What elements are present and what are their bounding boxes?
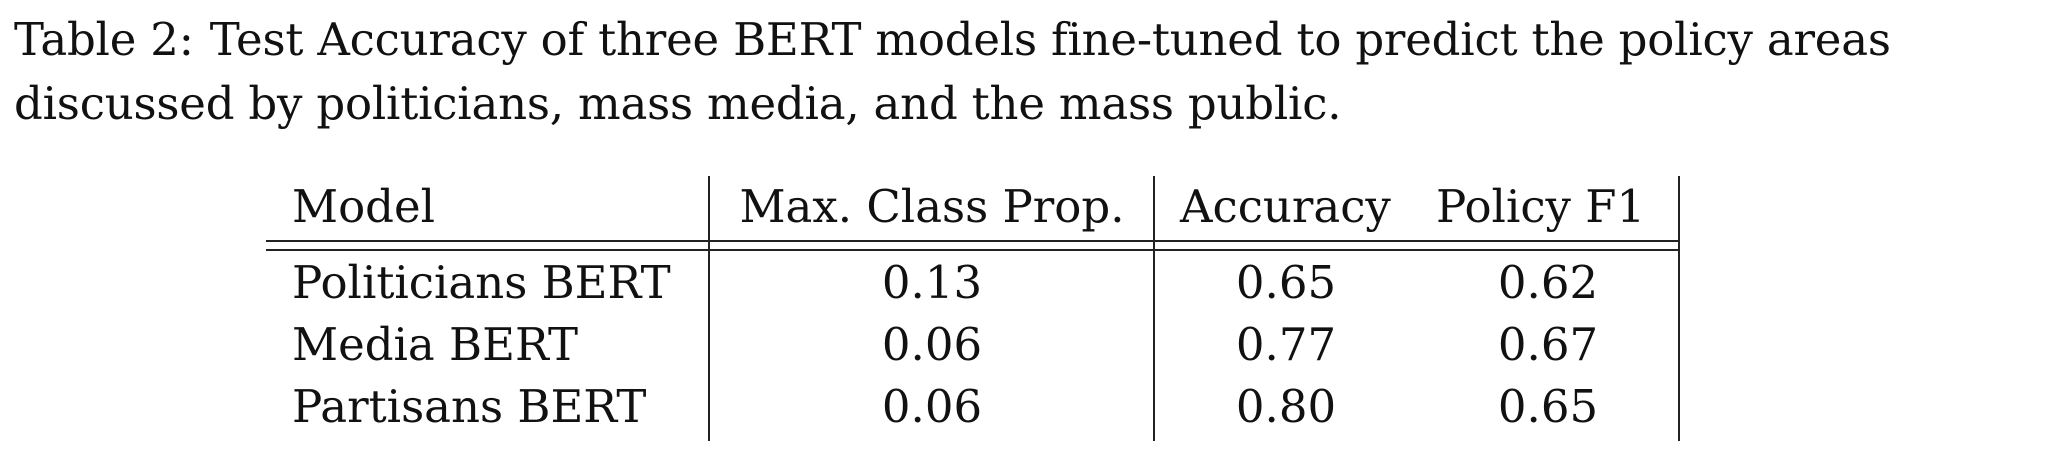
table-cell-model: Media BERT xyxy=(292,318,579,371)
table-caption: Table 2: Test Accuracy of three BERT mode… xyxy=(14,8,2054,136)
header-rule-top xyxy=(266,240,1680,242)
table-cell-max-class-prop: 0.06 xyxy=(881,318,983,371)
header-accuracy: Accuracy xyxy=(1180,180,1391,233)
column-rule-right xyxy=(1678,176,1680,441)
table-cell-accuracy: 0.65 xyxy=(1235,256,1337,309)
table-cell-accuracy: 0.80 xyxy=(1235,380,1337,433)
table-cell-policy-f1: 0.67 xyxy=(1497,318,1599,371)
header-model: Model xyxy=(292,180,435,233)
table-cell-model: Partisans BERT xyxy=(292,380,647,433)
caption-label: Table 2: xyxy=(14,13,194,66)
table-cell-policy-f1: 0.62 xyxy=(1497,256,1599,309)
table-cell-max-class-prop: 0.13 xyxy=(881,256,983,309)
table-cell-model: Politicians BERT xyxy=(292,256,671,309)
header-max-class-prop: Max. Class Prop. xyxy=(739,180,1125,233)
table-cell-accuracy: 0.77 xyxy=(1235,318,1337,371)
column-rule-1 xyxy=(708,176,710,441)
table-cell-max-class-prop: 0.06 xyxy=(881,380,983,433)
results-table: Model Max. Class Prop. Accuracy Policy F… xyxy=(266,176,1680,448)
column-rule-2 xyxy=(1153,176,1155,441)
header-policy-f1: Policy F1 xyxy=(1436,180,1646,233)
caption-text: Test Accuracy of three BERT models fine-… xyxy=(14,13,1891,130)
header-rule-bottom xyxy=(266,249,1680,251)
table-cell-policy-f1: 0.65 xyxy=(1497,380,1599,433)
